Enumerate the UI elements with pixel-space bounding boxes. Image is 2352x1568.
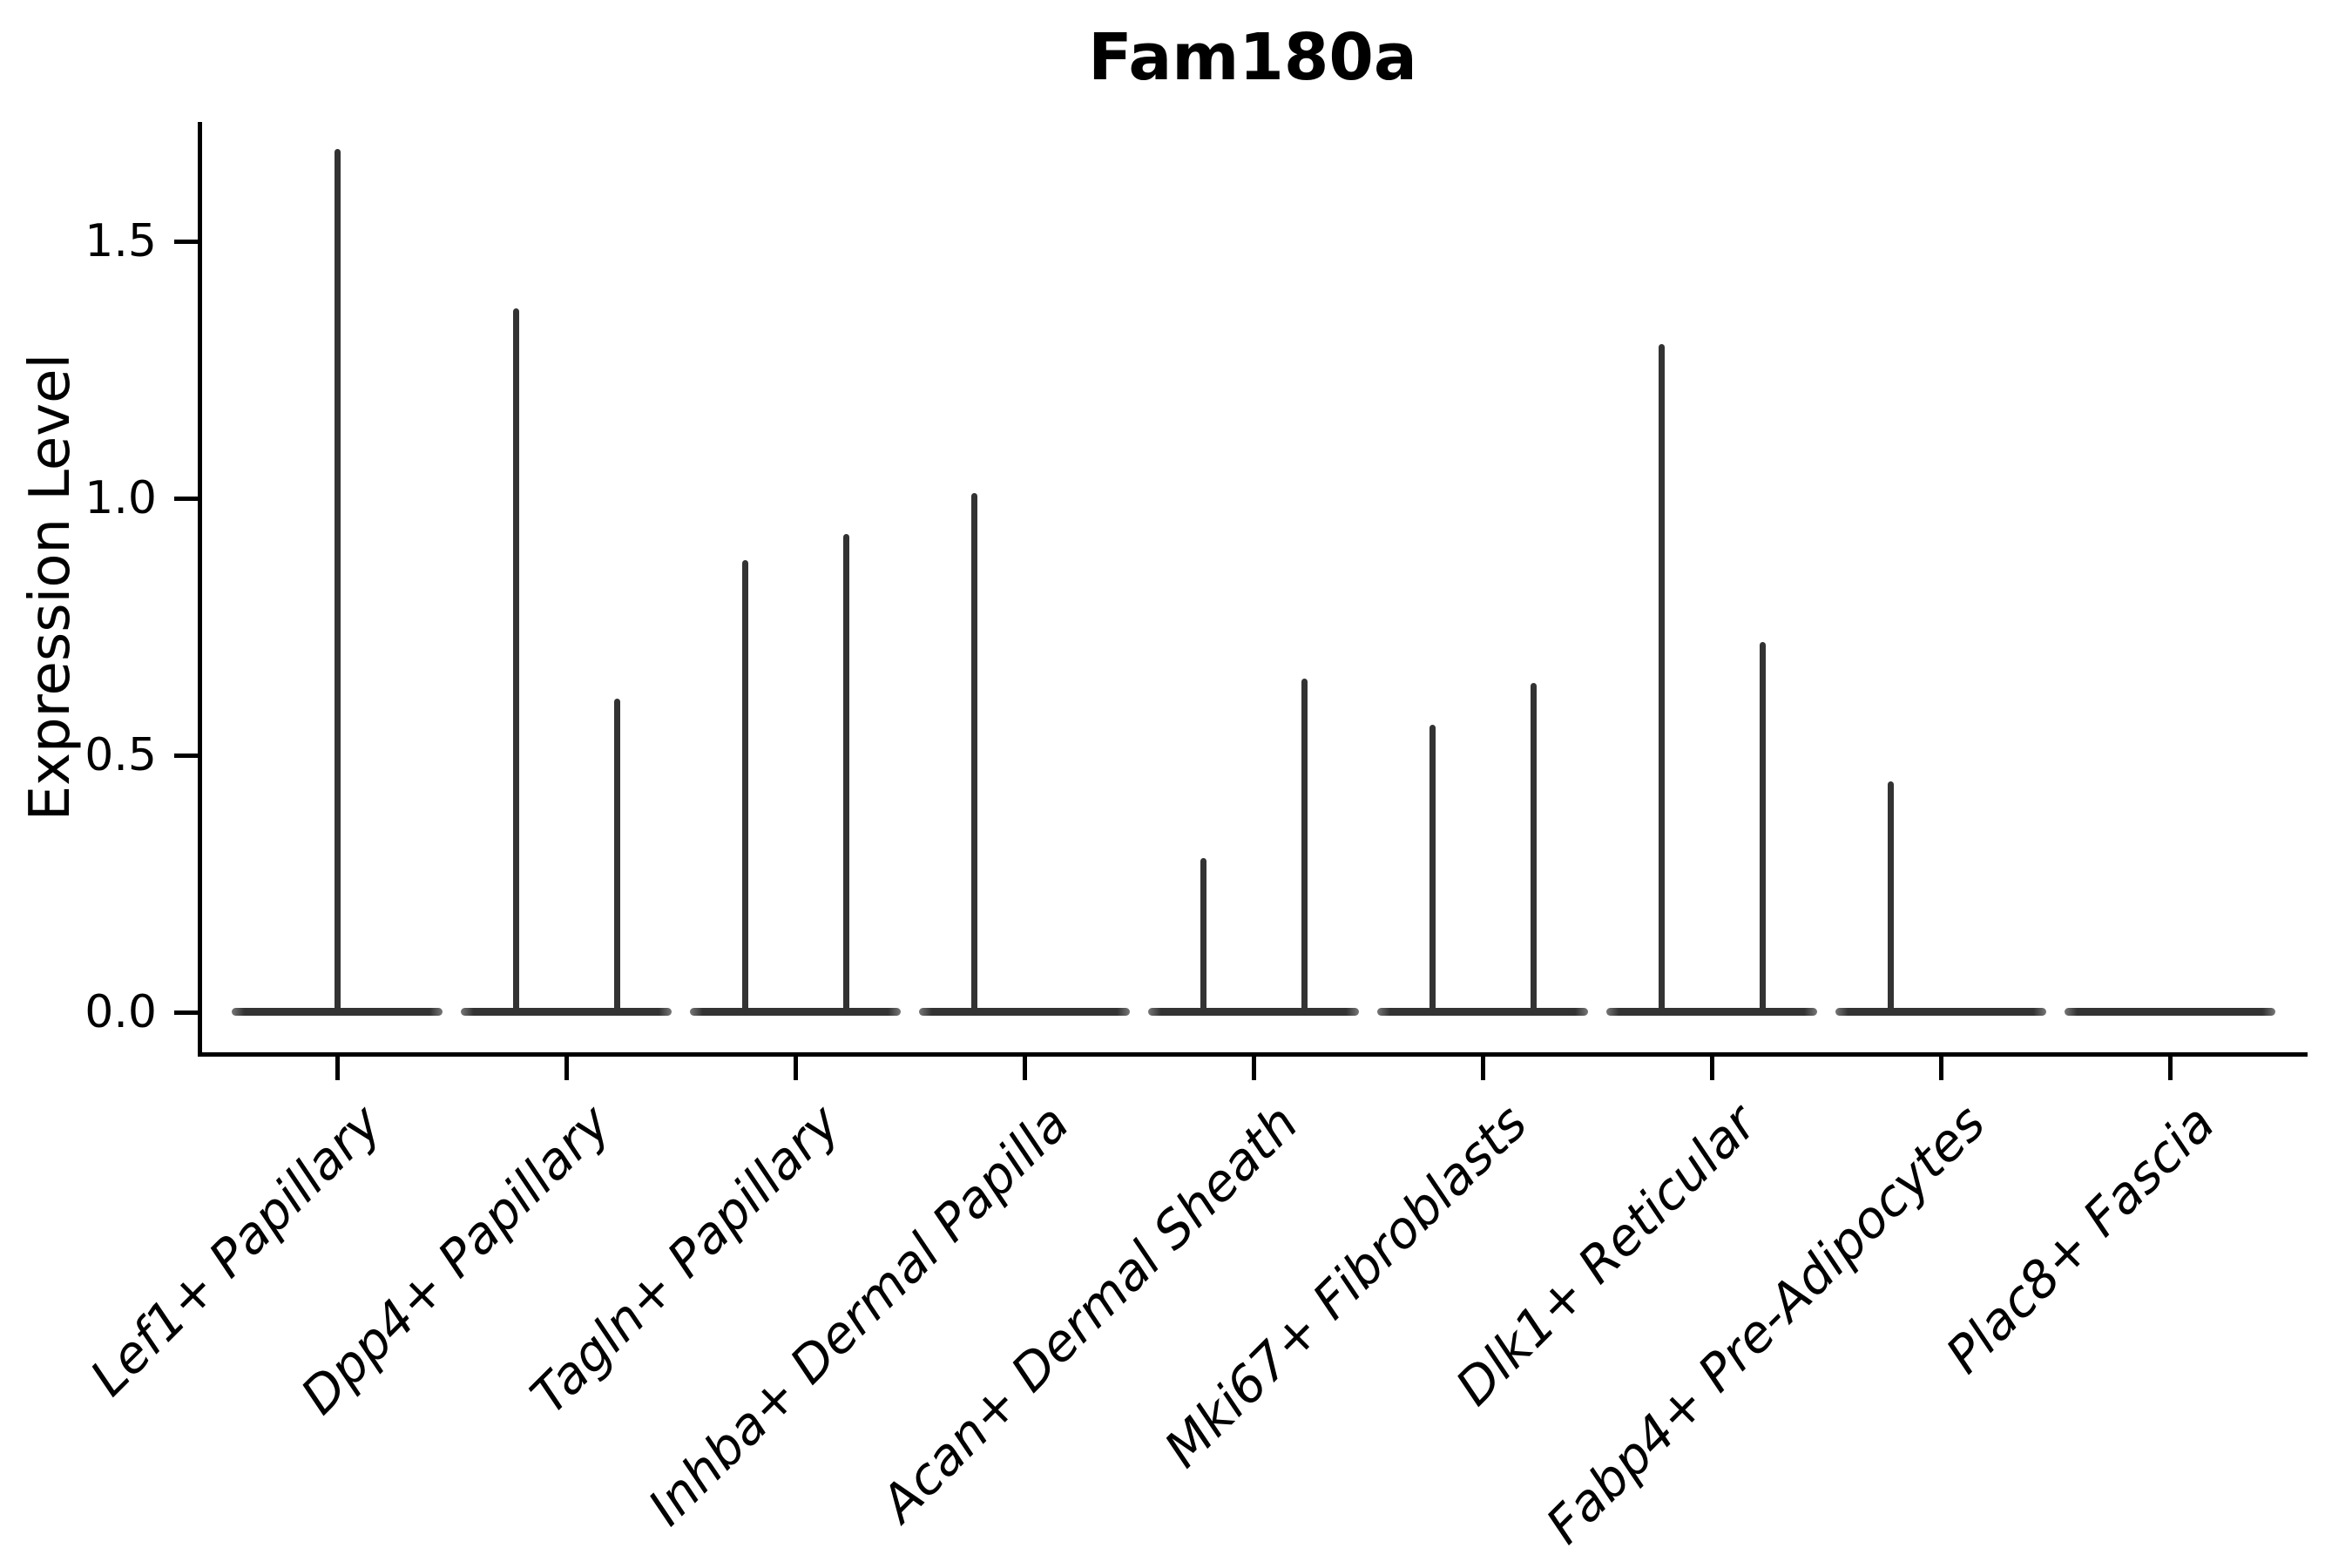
x-tick-mark [1481, 1057, 1485, 1080]
violin-base [1377, 1008, 1588, 1016]
violin-density-spike [1301, 678, 1308, 1012]
violin-base [919, 1008, 1130, 1016]
violin-density-spike [1888, 781, 1894, 1012]
y-tick-label: 1.0 [84, 472, 157, 524]
violin-base [1835, 1008, 2046, 1016]
violin-density-spike [1200, 858, 1206, 1012]
violin-density-spike [1429, 724, 1436, 1012]
violin-density-spike [335, 148, 341, 1012]
violin-density-spike [1659, 344, 1665, 1012]
x-tick-mark [564, 1057, 569, 1080]
violin-base [1148, 1008, 1359, 1016]
violin-base [461, 1008, 672, 1016]
violin-density-spike [971, 493, 977, 1012]
y-tick-label: 0.0 [84, 986, 157, 1038]
violin-density-spike [513, 308, 519, 1012]
x-tick-label: Fabp4+ Pre-Adipocytes [1534, 1093, 1997, 1556]
violin-density-spike [742, 559, 748, 1012]
x-tick-mark [1939, 1057, 1943, 1080]
y-tick-mark [174, 497, 198, 501]
x-tick-mark [1710, 1057, 1714, 1080]
x-tick-mark [2168, 1057, 2173, 1080]
violin-base [1606, 1008, 1817, 1016]
x-axis-spine [198, 1052, 2308, 1057]
x-tick-mark [1023, 1057, 1027, 1080]
y-tick-mark [174, 240, 198, 244]
violin-density-spike [614, 699, 620, 1012]
x-tick-mark [794, 1057, 798, 1080]
violin-base [690, 1008, 901, 1016]
y-tick-mark [174, 1010, 198, 1015]
chart-title: Fam180a [1088, 20, 1417, 95]
violin-density-spike [1760, 642, 1766, 1012]
y-axis-spine [198, 122, 202, 1057]
x-tick-label: Inhba+ Dermal Papilla [636, 1093, 1081, 1538]
violin-density-spike [843, 534, 849, 1012]
violin-base [2065, 1008, 2275, 1016]
x-tick-mark [1252, 1057, 1256, 1080]
y-tick-label: 1.5 [84, 215, 157, 267]
y-tick-mark [174, 754, 198, 758]
y-tick-label: 0.5 [84, 729, 157, 781]
x-tick-mark [335, 1057, 340, 1080]
violin-density-spike [1531, 683, 1537, 1012]
x-tick-label: Acan+ Dermal Sheath [869, 1093, 1310, 1533]
